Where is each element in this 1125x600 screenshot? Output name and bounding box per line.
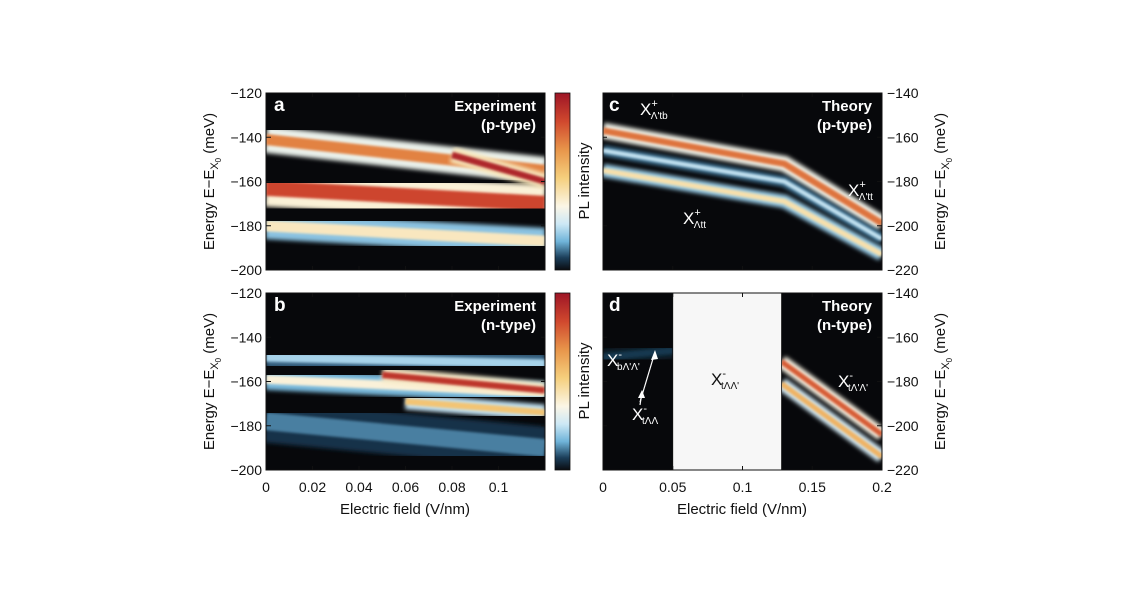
annotation-d-0: X-bΛ'Λ' [607, 349, 640, 373]
panel-title-d-line1: Theory [822, 298, 873, 315]
x-axis-label-d: Electric field (V/nm) [677, 501, 807, 518]
x-axis-b: 0 0.02 0.04 0.06 0.08 0.1 [262, 293, 508, 495]
annotation-c-0: X+ Λ'tb [640, 98, 668, 122]
y-axis-label-b: Energy E−EX0 (meV) [201, 313, 223, 450]
annotation-d-3: X-tΛ'Λ' [838, 370, 868, 394]
y-tick-label-b-0: −200 [230, 462, 262, 478]
panel-b: −200 −180 −160 −140 −120 0 0.02 0.04 0.06 0.08 0.… [201, 285, 593, 518]
panel-title-a-line1: Experiment [454, 98, 536, 115]
y-tick-label-a-3: −140 [230, 129, 262, 145]
band-a-2 [266, 220, 545, 247]
panel-title-d-line2: (n-type) [817, 317, 872, 334]
heatmap-d [603, 342, 882, 463]
x-axis-label-b: Electric field (V/nm) [340, 501, 470, 518]
panel-title-b-line1: Experiment [454, 298, 536, 315]
band-b-3 [405, 398, 545, 416]
y-tick-label-b-1: −180 [230, 418, 262, 434]
y-tick-label-c-4: −140 [887, 85, 919, 101]
x-axis-c [602, 93, 883, 270]
y-axis-label-c: Energy E−EX0 (meV) [932, 113, 954, 250]
y-tick-label-a-4: −120 [230, 85, 262, 101]
panel-d: −220 −200 −180 −160 −140 0 0.05 0.1 0.15 0.2 d T… [599, 285, 954, 518]
y-axis-label-text-d: Energy E−EX0 (meV) [932, 313, 954, 450]
panel-a: −200 −180 −160 −140 −120 a Experiment (p-typ… [201, 85, 593, 278]
x-tick-label-d-2: 0.1 [733, 479, 753, 495]
panel-letter-b: b [274, 295, 286, 316]
band-a-1 [266, 180, 545, 212]
x-axis-a [265, 93, 499, 270]
y-tick-label-a-1: −180 [230, 218, 262, 234]
band-a-3 [451, 151, 545, 185]
arrowhead-d-short [638, 390, 645, 398]
y-tick-label-d-3: −160 [887, 329, 919, 345]
panel-title-c-line2: (p-type) [817, 117, 872, 134]
annotation-d-1: X-tΛΛ [632, 403, 658, 427]
band-d-0 [779, 359, 882, 437]
heatmap-c [603, 122, 882, 261]
y-axis-label-text-a: Energy E−EX0 (meV) [201, 113, 223, 250]
y-tick-label-c-2: −180 [887, 174, 919, 190]
y-axis-b: −200 −180 −160 −140 −120 [230, 285, 545, 478]
y-tick-label-c-3: −160 [887, 129, 919, 145]
y-tick-label-b-4: −120 [230, 285, 262, 301]
x-tick-label-d-4: 0.2 [872, 479, 892, 495]
band-b-4 [266, 412, 545, 457]
y-tick-label-d-1: −200 [887, 418, 919, 434]
y-tick-label-d-4: −140 [887, 285, 919, 301]
panel-letter-a: a [274, 95, 285, 116]
annotation-d-2: X-tΛΛ' [711, 368, 739, 392]
y-tick-label-d-2: −180 [887, 374, 919, 390]
panel-title-a-line2: (p-type) [481, 117, 536, 134]
panel-title-b-line2: (n-type) [481, 317, 536, 334]
x-tick-label-b-0: 0 [262, 479, 270, 495]
band-d-1 [779, 381, 882, 459]
colorbar-a [554, 92, 571, 271]
arrowhead-d-long [651, 350, 658, 360]
x-tick-label-b-2: 0.04 [345, 479, 372, 495]
y-axis-d: −220 −200 −180 −160 −140 [603, 285, 919, 478]
x-tick-label-b-3: 0.06 [392, 479, 419, 495]
y-tick-label-b-3: −140 [230, 329, 262, 345]
band-b-2 [381, 371, 545, 394]
annotation-c-1: X+ Λ'tt [848, 179, 873, 203]
heatmap-a [266, 126, 545, 255]
x-axis-d: 0 0.05 0.1 0.15 0.2 [599, 293, 892, 495]
y-axis-c: −220 −200 −180 −160 −140 [603, 85, 919, 278]
y-tick-label-a-0: −200 [230, 262, 262, 278]
y-tick-label-c-0: −220 [887, 262, 919, 278]
x-tick-label-d-3: 0.15 [799, 479, 826, 495]
band-c-1 [603, 167, 882, 257]
panel-title-c-line1: Theory [822, 98, 873, 115]
x-tick-label-d-1: 0.05 [659, 479, 686, 495]
y-axis-label-d: Energy E−EX0 (meV) [932, 313, 954, 450]
y-tick-label-b-2: −160 [230, 374, 262, 390]
annotation-c-2: X+ Λtt [683, 207, 706, 231]
y-axis-label-text-c: Energy E−EX0 (meV) [932, 113, 954, 250]
y-axis-label-text-b: Energy E−EX0 (meV) [201, 313, 223, 450]
y-axis-label-a: Energy E−EX0 (meV) [201, 113, 223, 250]
heatmap-b [266, 346, 545, 470]
band-c-0 [603, 127, 882, 227]
colorbar-b [554, 292, 571, 471]
y-axis-a: −200 −180 −160 −140 −120 [230, 85, 545, 278]
band-c-2 [603, 148, 882, 241]
y-tick-label-d-0: −220 [887, 462, 919, 478]
band-d-2 [603, 347, 674, 361]
panel-letter-d: d [609, 295, 621, 316]
band-b-0 [266, 352, 545, 369]
blank-region-d [672, 292, 782, 471]
y-tick-label-c-1: −200 [887, 218, 919, 234]
colorbar-label-a: PL intensity [576, 142, 593, 219]
colorbar-label-b: PL intensity [576, 342, 593, 419]
x-tick-label-b-1: 0.02 [299, 479, 326, 495]
panel-c: −220 −200 −180 −160 −140 c Theory (p-type) E… [602, 85, 954, 278]
x-tick-label-d-0: 0 [599, 479, 607, 495]
x-tick-label-b-5: 0.1 [489, 479, 509, 495]
y-tick-label-a-2: −160 [230, 174, 262, 190]
panel-letter-c: c [609, 95, 620, 116]
x-tick-label-b-4: 0.08 [438, 479, 465, 495]
